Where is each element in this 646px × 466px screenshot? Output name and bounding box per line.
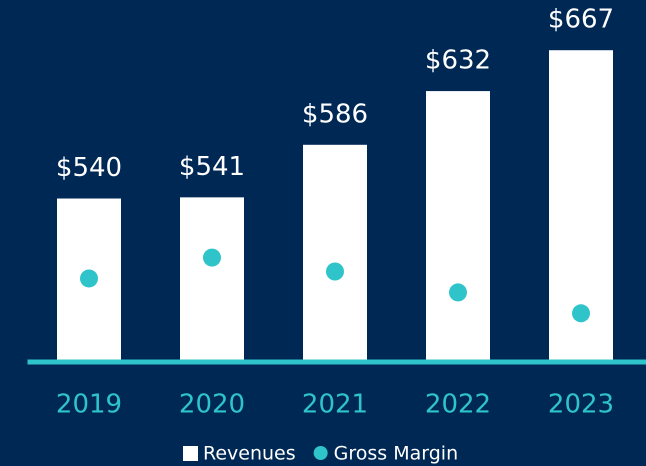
margin-value-label: 37% xyxy=(557,263,606,288)
margin-value-label: 42% xyxy=(65,228,114,253)
bar-value-label: $540 xyxy=(56,153,122,183)
legend-swatch xyxy=(313,446,328,460)
margin-dot xyxy=(80,269,98,288)
margin-value-label: 40% xyxy=(434,242,483,267)
margin-dot xyxy=(449,283,467,302)
margin-dot xyxy=(572,304,590,323)
bar xyxy=(303,144,367,362)
x-tick-label: 2022 xyxy=(425,390,491,420)
margin-value-label: 43% xyxy=(311,222,360,247)
legend-swatch xyxy=(183,446,198,461)
x-tick-label: 2019 xyxy=(56,390,122,420)
bar-value-label: $586 xyxy=(302,99,368,129)
x-tick-label: 2020 xyxy=(179,390,245,420)
bar xyxy=(426,91,490,363)
margin-dot xyxy=(203,248,221,267)
x-tick-label: 2021 xyxy=(302,390,368,420)
bar-value-label: $667 xyxy=(548,5,614,35)
legend-label: Gross Margin xyxy=(334,443,458,465)
margin-value-label: 45% xyxy=(188,208,237,233)
bar xyxy=(180,197,244,362)
legend-label: Revenues xyxy=(203,443,296,465)
margin-dot xyxy=(326,262,344,281)
bar-value-label: $541 xyxy=(179,152,245,182)
x-tick-label: 2023 xyxy=(548,390,614,420)
bar-value-label: $632 xyxy=(425,46,491,76)
